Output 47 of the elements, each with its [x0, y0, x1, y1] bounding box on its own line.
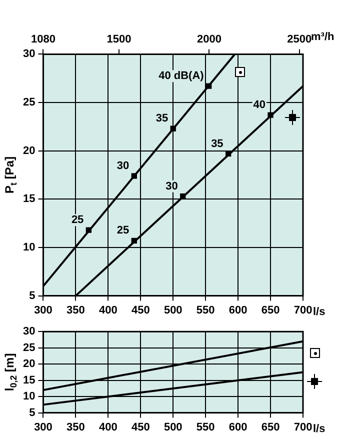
annotation: 35	[211, 138, 224, 150]
y-axis-title: Pt [Pa]	[2, 156, 19, 194]
annotation: 25	[116, 224, 130, 237]
x2-tick-label: 2000	[196, 34, 222, 46]
x-tick-label: 400	[98, 421, 118, 434]
y-tick-label: 30	[22, 48, 36, 60]
x-axis-title: l/s	[313, 423, 326, 436]
x-tick-label: 550	[196, 421, 215, 434]
x-tick-label: 650	[261, 421, 280, 434]
y-tick-label: 25	[22, 96, 36, 109]
y-tick-label: 20	[22, 144, 36, 157]
y-tick-label: 5	[29, 290, 36, 302]
annotation: 40 dB(A)	[158, 70, 204, 82]
y-tick-label: 20	[22, 358, 36, 370]
x2-tick-label: 1080	[30, 34, 56, 46]
y-tick-label: 25	[22, 342, 36, 354]
x-tick-label: 600	[228, 304, 248, 316]
x2-tick-label: 2500	[287, 34, 312, 46]
x-tick-label: 550	[196, 304, 215, 316]
x-tick-label: 400	[98, 304, 118, 316]
annotation: 35	[156, 112, 168, 125]
x-tick-label: 600	[228, 421, 248, 434]
x-axis-title: l/s	[313, 306, 326, 318]
x-tick-label: 500	[164, 421, 182, 434]
x-tick-label: 700	[294, 304, 312, 316]
x2-axis-title: m³/h	[311, 31, 334, 44]
y-tick-label: 10	[22, 242, 36, 254]
annotation: 30	[116, 160, 130, 172]
x-tick-label: 500	[164, 304, 182, 316]
annotation: 25	[71, 214, 84, 226]
y-tick-label: 15	[22, 193, 36, 206]
annotation: 30	[166, 180, 178, 192]
x-tick-label: 650	[261, 304, 280, 316]
y-tick-label: 5	[29, 406, 36, 419]
x-tick-label: 300	[34, 421, 52, 434]
x-tick-label: 450	[131, 304, 150, 316]
y-tick-label: 10	[22, 390, 36, 403]
x-tick-label: 700	[294, 421, 312, 434]
x-tick-label: 450	[131, 421, 150, 434]
x2-tick-label: 1500	[106, 34, 132, 46]
x-tick-label: 350	[66, 304, 85, 316]
x-tick-label: 300	[34, 304, 52, 316]
y-axis-title: l0,2 [m]	[2, 353, 19, 392]
annotation: 40	[253, 99, 266, 112]
y-tick-label: 30	[22, 326, 36, 338]
y-tick-label: 15	[22, 374, 36, 386]
x-tick-label: 350	[66, 421, 85, 434]
